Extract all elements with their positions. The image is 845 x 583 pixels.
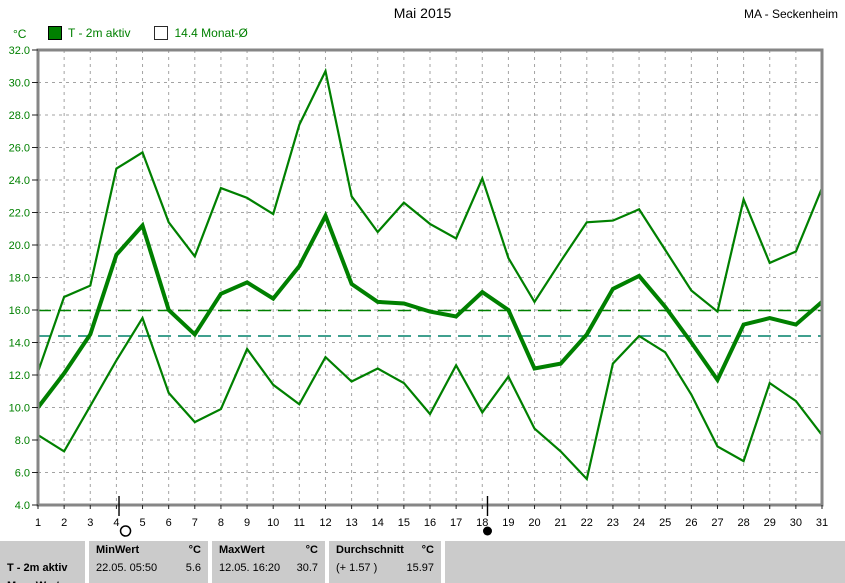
x-tick-label: 6 [166, 517, 172, 529]
x-tick-label: 5 [139, 517, 145, 529]
x-tick-label: 10 [267, 517, 279, 529]
legend-item-active[interactable]: T - 2m aktiv [48, 26, 130, 40]
x-tick-label: 9 [244, 517, 250, 529]
durchschnitt-header: Durchschnitt [336, 544, 404, 556]
minwert-unit: °C [188, 544, 201, 556]
maxwert-unit: °C [305, 544, 318, 556]
y-tick-label: 18.0 [9, 273, 30, 285]
y-tick-label: 4.0 [15, 500, 30, 512]
maxwert-header: MaxWert [219, 544, 265, 556]
status-cell-maxwert: MaxWert °C 12.05. 16:20 30.7 [212, 541, 325, 583]
y-tick-label: 28.0 [9, 110, 30, 122]
maxwert-datetime: 12.05. 16:20 [219, 562, 281, 574]
y-tick-label: 20.0 [9, 240, 30, 252]
station-label: MA - Seckenheim [743, 7, 838, 21]
y-axis-unit: °C [13, 27, 27, 41]
x-tick-label: 7 [192, 517, 198, 529]
daily-min-line [37, 315, 823, 482]
x-tick-label: 30 [790, 517, 802, 529]
x-tick-label: 8 [218, 517, 224, 529]
x-tick-label: 25 [659, 517, 671, 529]
y-tick-label: 26.0 [9, 143, 30, 155]
x-tick-label: 23 [607, 517, 619, 529]
x-tick-label: 15 [398, 517, 410, 529]
full-moon-icon [119, 525, 132, 537]
status-cell-minwert: MinWert °C 22.05. 05:50 5.6 [89, 541, 208, 583]
legend-open-square-icon [154, 26, 169, 40]
x-tick-label: 3 [87, 517, 93, 529]
x-tick-label: 24 [633, 517, 645, 529]
status-cell-empty [445, 541, 845, 583]
new-moon-icon [482, 526, 492, 536]
durchschnitt-value: 15.97 [406, 562, 434, 574]
x-tick-label: 4 [113, 517, 119, 529]
status-bar: T - 2m aktiv Mom.Wert MinWert °C 22.05. … [0, 541, 845, 583]
daily-mean-line [36, 210, 824, 409]
status-series-label: T - 2m aktiv [7, 562, 68, 574]
x-tick-label: 26 [685, 517, 697, 529]
x-tick-label: 12 [319, 517, 331, 529]
x-tick-label: 16 [424, 517, 436, 529]
minwert-datetime: 22.05. 05:50 [96, 562, 158, 574]
status-cell-durchschnitt: Durchschnitt °C (+ 1.57 ) 15.97 [329, 541, 441, 583]
x-tick-label: 11 [294, 517, 305, 529]
legend-label-active: T - 2m aktiv [68, 26, 131, 40]
chart-title: Mai 2015 [393, 5, 452, 21]
status-next-row-label: Mom.Wert [7, 577, 60, 583]
durchschnitt-unit: °C [421, 544, 434, 556]
x-tick-label: 21 [555, 517, 567, 529]
x-tick-label: 17 [450, 517, 462, 529]
legend-label-month-avg: 14.4 Monat-Ø [174, 26, 248, 40]
y-tick-label: 22.0 [9, 208, 30, 220]
x-tick-label: 18 [476, 517, 488, 529]
daily-max-line [36, 67, 824, 373]
y-tick-label: 14.0 [9, 338, 30, 350]
y-tick-label: 12.0 [9, 370, 30, 382]
legend: T - 2m aktiv 14.4 Monat-Ø [48, 26, 272, 40]
x-tick-label: 22 [581, 517, 593, 529]
y-tick-label: 6.0 [15, 468, 30, 480]
maxwert-value: 30.7 [296, 562, 318, 574]
legend-filled-square-icon [48, 26, 62, 40]
x-tick-label: 27 [711, 517, 723, 529]
x-tick-label: 1 [35, 517, 41, 529]
minwert-header: MinWert [96, 544, 140, 556]
chart-canvas[interactable]: 4.0 6.0 8.0 10.0 12.0 14.0 16.0 18.0 20.0 22.0 24.… [0, 0, 845, 545]
x-tick-label: 28 [737, 517, 749, 529]
durchschnitt-anomaly: (+ 1.57 ) [336, 562, 378, 574]
minwert-value: 5.6 [185, 562, 201, 574]
x-tick-label: 2 [61, 517, 67, 529]
x-tick-label: 20 [528, 517, 540, 529]
y-tick-label: 24.0 [9, 175, 30, 187]
x-tick-label: 19 [502, 517, 514, 529]
y-tick-label: 32.0 [9, 45, 30, 57]
x-tick-label: 29 [764, 517, 776, 529]
y-tick-label: 16.0 [9, 305, 30, 317]
status-cell-series: T - 2m aktiv Mom.Wert [0, 541, 85, 583]
x-tick-label: 14 [372, 517, 384, 529]
x-tick-label: 13 [345, 517, 357, 529]
y-tick-label: 30.0 [9, 78, 30, 90]
x-tick-label: 31 [816, 517, 828, 529]
y-tick-label: 8.0 [15, 435, 30, 447]
legend-item-month-avg[interactable]: 14.4 Monat-Ø [154, 26, 248, 40]
y-tick-label: 10.0 [9, 403, 30, 415]
